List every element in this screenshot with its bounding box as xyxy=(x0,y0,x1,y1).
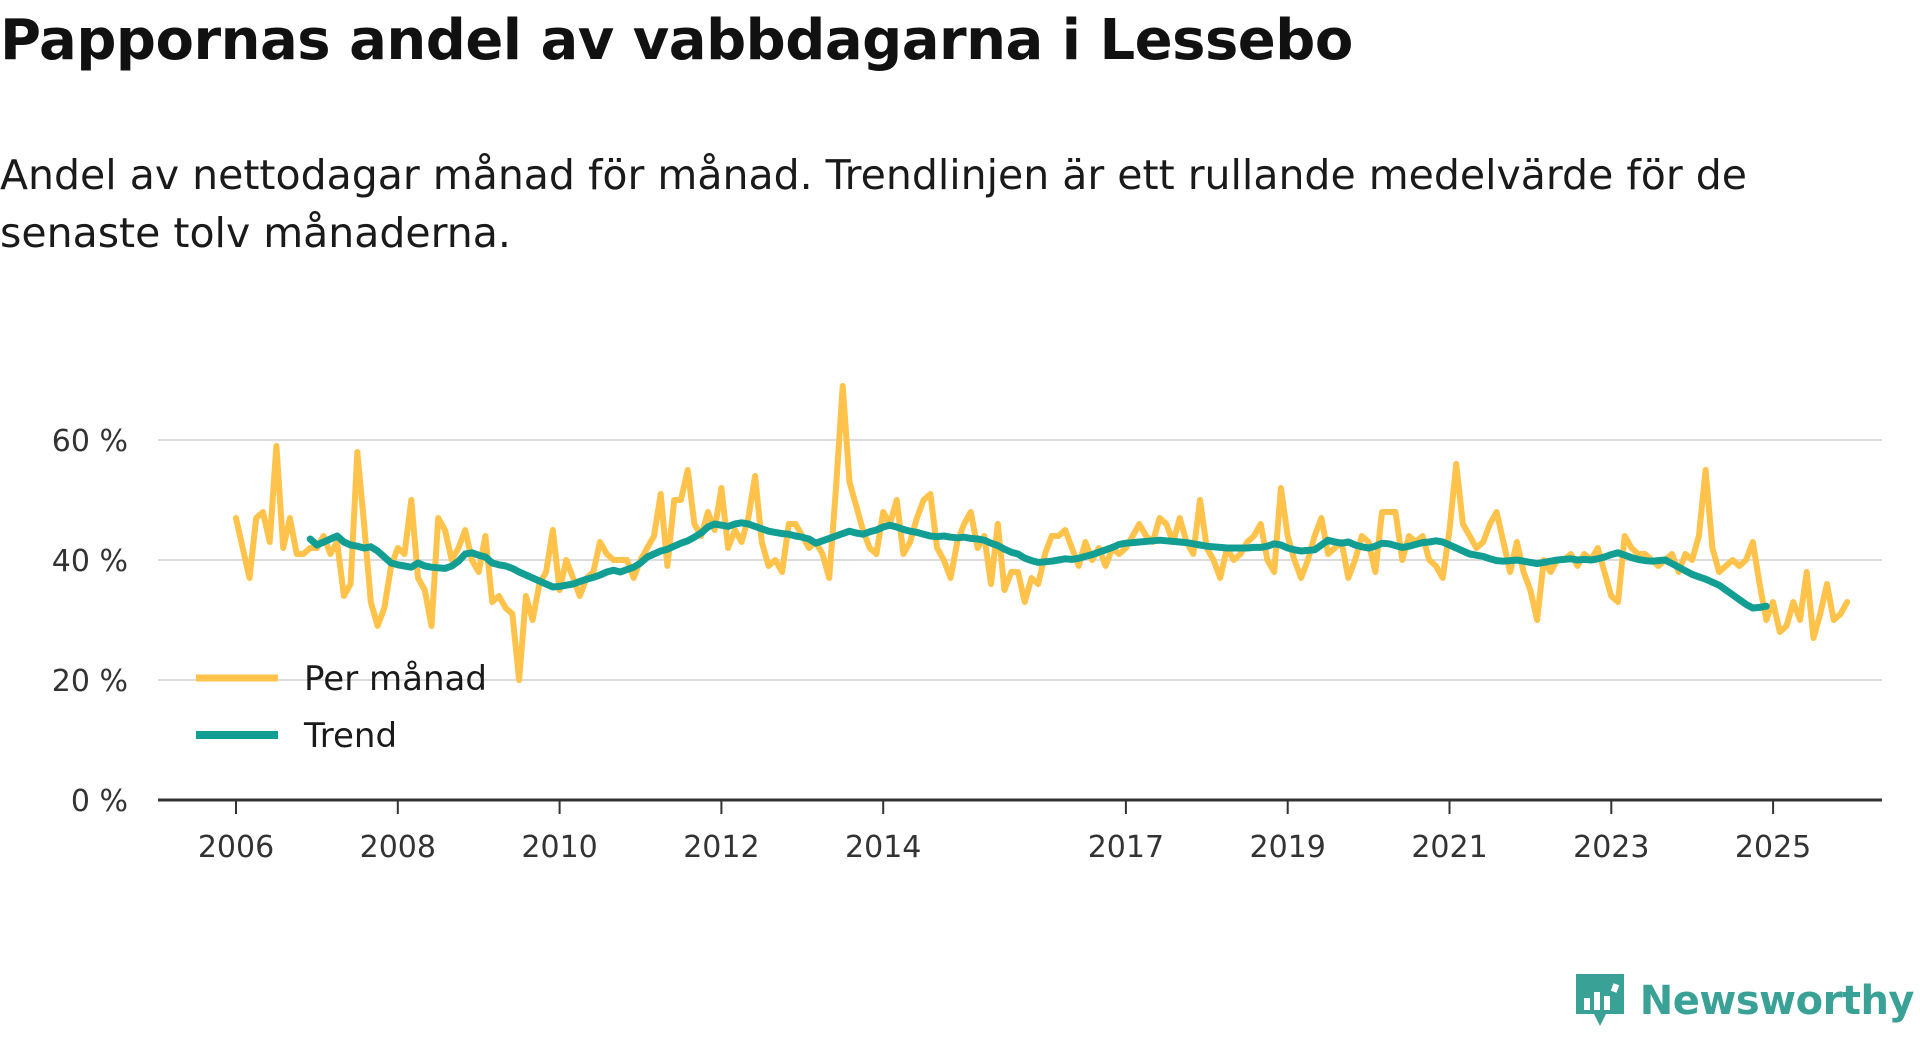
y-axis-ticks: 0 % 20 % 40 % 60 % xyxy=(52,424,128,819)
y-tick-label-60: 60 % xyxy=(52,424,128,459)
x-tick-label-2025: 2025 xyxy=(1735,830,1811,865)
x-tick-label-2008: 2008 xyxy=(360,830,436,865)
chart-title: Pappornas andel av vabbdagarna i Lessebo xyxy=(0,8,1353,73)
y-tick-label-40: 40 % xyxy=(52,544,128,579)
newsworthy-icon xyxy=(1575,974,1624,1026)
x-tick-label-2019: 2019 xyxy=(1250,830,1326,865)
newsworthy-logo: Newsworthy xyxy=(1572,966,1915,1036)
x-tick-label-2014: 2014 xyxy=(845,830,921,865)
series-lines xyxy=(233,383,1851,683)
x-tick-label-2012: 2012 xyxy=(683,830,759,865)
x-tick-label-2010: 2010 xyxy=(521,830,597,865)
brand-name: Newsworthy xyxy=(1639,978,1915,1024)
legend-label-trend: Trend xyxy=(303,716,397,756)
x-axis: 2006 2008 2010 2012 2014 2017 2019 2021 2023 2025 xyxy=(158,798,1882,865)
x-tick-label-2021: 2021 xyxy=(1411,830,1487,865)
y-tick-label-20: 20 % xyxy=(52,664,128,699)
x-tick-label-2017: 2017 xyxy=(1088,830,1164,865)
y-tick-label-0: 0 % xyxy=(71,784,128,819)
x-tick-label-2023: 2023 xyxy=(1573,830,1649,865)
line-chart: 0 % 20 % 40 % 60 % 2006 2008 2010 2012 2014 2017… xyxy=(52,383,1882,865)
chart-subtitle: Andel av nettodagar månad för månad. Tre… xyxy=(0,151,1747,257)
series-line-per-manad xyxy=(233,383,1851,683)
series-line-trend xyxy=(306,519,1770,612)
legend-label-per-manad: Per månad xyxy=(304,659,487,699)
x-tick-label-2006: 2006 xyxy=(198,830,274,865)
legend: Per månad Trend xyxy=(196,659,487,756)
